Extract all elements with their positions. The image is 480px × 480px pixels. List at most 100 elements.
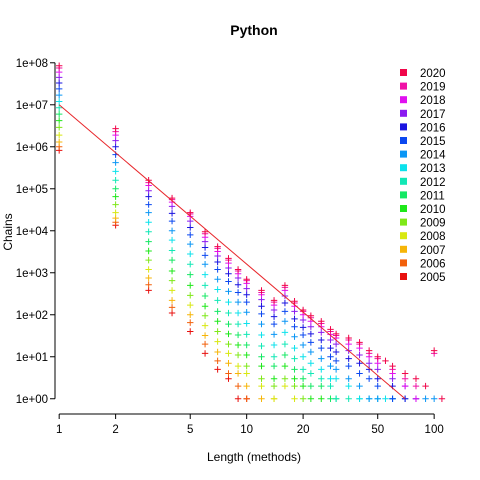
data-point (168, 309, 176, 317)
data-point (234, 362, 242, 370)
data-point (318, 336, 325, 344)
series-2018 (55, 68, 420, 402)
data-point (270, 375, 278, 382)
data-point (145, 218, 152, 226)
data-point (187, 209, 194, 216)
data-point (243, 309, 250, 316)
data-point (225, 340, 232, 348)
data-point (281, 351, 289, 359)
data-point (234, 320, 242, 328)
data-point (270, 297, 278, 304)
data-point (299, 331, 307, 339)
data-point (430, 395, 438, 402)
series-2012 (55, 104, 363, 402)
data-point (187, 282, 194, 289)
data-point (214, 318, 221, 325)
data-point (299, 353, 307, 360)
data-point (243, 351, 250, 359)
legend-swatch (400, 205, 407, 212)
data-point (307, 323, 315, 330)
x-axis-label: Length (methods) (207, 450, 301, 464)
data-point (281, 308, 289, 315)
legend-label: 2012 (420, 177, 446, 189)
data-point (214, 357, 221, 365)
data-point (422, 395, 429, 402)
data-point (318, 382, 325, 390)
data-point (145, 201, 152, 208)
data-point (281, 318, 289, 325)
chart-title: Python (230, 22, 277, 38)
data-point (318, 344, 325, 352)
data-point (422, 382, 429, 390)
data-point (234, 331, 242, 339)
data-point (412, 395, 420, 402)
legend-swatch (400, 123, 407, 131)
data-point (412, 375, 420, 382)
data-point (225, 360, 232, 367)
data-point (168, 287, 176, 294)
data-point (270, 362, 278, 370)
y-axis-label: Chains (1, 213, 15, 250)
data-point (145, 281, 152, 288)
data-point (201, 260, 209, 268)
data-point (438, 395, 446, 402)
data-point (55, 104, 63, 111)
data-point (258, 310, 265, 318)
data-point (243, 320, 250, 327)
data-point (291, 375, 298, 382)
data-point (291, 323, 298, 330)
data-point (307, 330, 315, 338)
data-point (112, 159, 119, 166)
x-tick-label: 2 (112, 424, 118, 436)
data-point (291, 366, 298, 373)
data-point (299, 341, 307, 349)
data-point (214, 276, 221, 283)
y-tick-label: 1e+07 (16, 100, 48, 112)
data-point (270, 331, 278, 338)
y-tick-label: 1e+00 (16, 394, 48, 406)
data-point (112, 177, 119, 184)
data-point (168, 267, 176, 275)
data-point (201, 332, 209, 339)
data-point (187, 260, 194, 268)
data-point (430, 347, 438, 354)
data-point (258, 342, 265, 350)
series-2005 (55, 147, 250, 402)
legend-label: 2016 (420, 122, 446, 134)
legend-label: 2019 (420, 82, 446, 94)
data-point (55, 91, 63, 99)
data-point (214, 366, 221, 373)
data-point (187, 250, 194, 258)
y-tick-label: 1e+08 (16, 58, 48, 70)
data-point (112, 137, 119, 144)
data-point (345, 355, 352, 362)
data-point (168, 277, 176, 284)
data-point (243, 276, 250, 283)
legend-swatch (400, 164, 407, 172)
data-point (145, 193, 152, 200)
legend-swatch (400, 245, 407, 253)
series-2009 (55, 124, 307, 402)
data-point (327, 375, 334, 382)
series-2006 (55, 143, 250, 402)
data-point (234, 341, 242, 349)
data-point (187, 292, 194, 299)
data-point (201, 312, 209, 319)
data-point (201, 252, 209, 259)
data-point (214, 338, 221, 345)
legend-label: 2007 (420, 245, 446, 257)
data-point (145, 238, 152, 245)
data-point (327, 353, 334, 360)
legend-label: 2013 (420, 163, 446, 175)
series-2008 (55, 131, 298, 402)
y-tick-label: 1e+01 (16, 352, 48, 364)
data-point (55, 110, 63, 118)
data-point (318, 395, 325, 402)
data-point (168, 247, 176, 254)
data-point (55, 124, 63, 131)
x-tick-label: 20 (297, 424, 310, 436)
data-point (225, 278, 232, 285)
data-point (214, 286, 221, 293)
series-2017 (55, 74, 420, 402)
data-point (145, 274, 152, 282)
